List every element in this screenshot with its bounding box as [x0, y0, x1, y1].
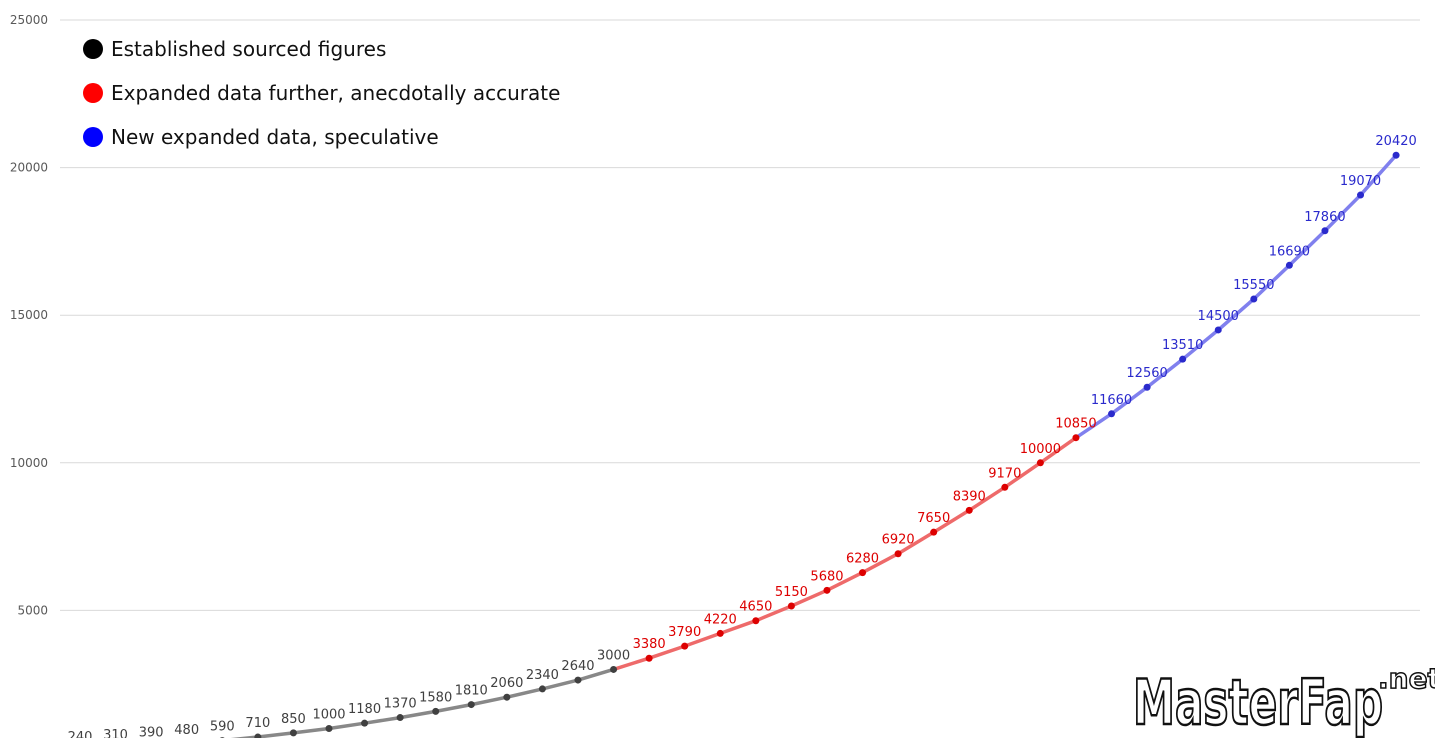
data-label: 2640 [561, 659, 594, 674]
watermark-logo: MasterFap .net [1132, 661, 1435, 738]
legend-label-1: Established sourced figures [111, 37, 386, 61]
data-label: 9170 [988, 466, 1021, 481]
data-label: 390 [139, 725, 164, 738]
data-label: 10850 [1055, 417, 1096, 432]
data-point [1357, 191, 1365, 199]
data-label: 240 [68, 730, 93, 738]
data-point [787, 602, 795, 610]
data-label: 6280 [846, 552, 879, 567]
data-point [1392, 151, 1400, 159]
data-label: 850 [281, 712, 306, 727]
data-point [965, 506, 973, 514]
data-point [1179, 355, 1187, 363]
data-label: 2060 [490, 676, 523, 691]
data-label: 1810 [455, 684, 488, 699]
legend: Established sourced figures Expanded data… [83, 37, 560, 149]
data-label: 310 [103, 728, 128, 738]
y-tick-label: 20000 [10, 161, 48, 175]
watermark-main-text: MasterFap [1133, 666, 1383, 738]
data-point [1001, 483, 1009, 491]
data-point [681, 642, 689, 650]
data-point [859, 569, 867, 577]
data-label: 14500 [1198, 309, 1239, 324]
data-label: 5680 [810, 569, 843, 584]
data-point [894, 550, 902, 558]
data-label: 2340 [526, 668, 559, 683]
data-point [1321, 227, 1329, 235]
data-point [503, 693, 511, 701]
data-label: 10000 [1020, 442, 1061, 457]
watermark-suffix-text: .net [1378, 662, 1435, 695]
data-point [1072, 434, 1080, 442]
y-tick-label: 25000 [10, 13, 48, 27]
data-label: 16690 [1269, 244, 1310, 259]
data-point [396, 714, 404, 722]
data-label: 1180 [348, 702, 381, 717]
legend-label-3: New expanded data, speculative [111, 125, 439, 149]
data-point [716, 629, 724, 637]
data-point [254, 733, 262, 738]
data-point [823, 586, 831, 594]
legend-label-2: Expanded data further, anecdotally accur… [111, 81, 560, 105]
data-label: 17860 [1304, 210, 1345, 225]
data-point [930, 528, 938, 536]
y-tick-label: 5000 [17, 603, 48, 617]
data-point [289, 729, 297, 737]
data-labels: 240 310 390 480 590 710 850 1000 1180 1370 1580 181… [68, 134, 1417, 738]
data-label: 710 [245, 716, 270, 731]
data-points [219, 151, 1400, 738]
data-label: 480 [174, 723, 199, 738]
legend-marker-2 [83, 83, 103, 103]
data-point [610, 665, 618, 673]
y-tick-label: 10000 [10, 456, 48, 470]
data-label: 3790 [668, 625, 701, 640]
data-label: 7650 [917, 511, 950, 526]
series-line-2 [611, 435, 1078, 672]
data-point [645, 654, 653, 662]
grid-lines [60, 19, 1420, 611]
data-label: 13510 [1162, 338, 1203, 353]
series-lines [230, 153, 1398, 738]
data-point [1143, 383, 1151, 391]
data-label: 1580 [419, 690, 452, 705]
data-label: 11660 [1091, 393, 1132, 408]
data-label: 15550 [1233, 278, 1274, 293]
data-label: 19070 [1340, 174, 1381, 189]
y-axis: 5000 10000 15000 20000 25000 [10, 13, 48, 617]
data-label: 6920 [882, 533, 915, 548]
data-label: 4650 [739, 600, 772, 615]
data-point [1250, 295, 1258, 303]
legend-marker-3 [83, 127, 103, 147]
data-point [538, 685, 546, 693]
data-point [467, 701, 475, 709]
data-label: 20420 [1375, 134, 1416, 149]
data-label: 3380 [633, 637, 666, 652]
data-label: 590 [210, 720, 235, 735]
data-point [752, 617, 760, 625]
data-label: 1370 [384, 697, 417, 712]
data-point [361, 719, 369, 727]
data-point [1285, 261, 1293, 269]
data-point [325, 724, 333, 732]
data-label: 3000 [597, 648, 630, 663]
data-point [432, 707, 440, 715]
y-tick-label: 15000 [10, 308, 48, 322]
data-point [1214, 326, 1222, 334]
data-label: 1000 [312, 707, 345, 722]
data-label: 8390 [953, 489, 986, 504]
data-label: 12560 [1126, 366, 1167, 381]
series-line-1 [230, 667, 616, 738]
data-point [1108, 410, 1116, 418]
data-label: 4220 [704, 612, 737, 627]
data-point [1036, 459, 1044, 467]
series-line-3 [1074, 153, 1398, 440]
legend-marker-1 [83, 39, 103, 59]
data-label: 5150 [775, 585, 808, 600]
data-point [574, 676, 582, 684]
